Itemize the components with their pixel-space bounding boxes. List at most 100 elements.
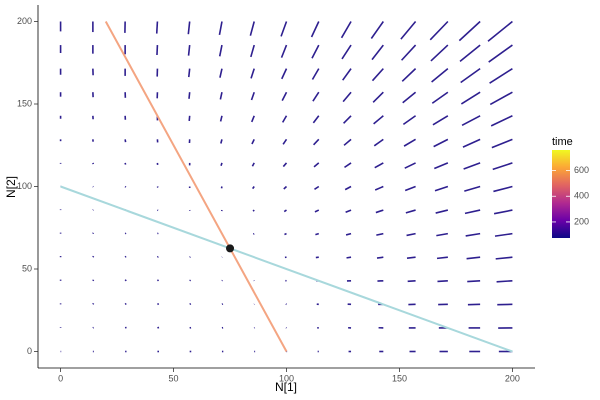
vector-segment <box>464 185 481 192</box>
vector-segment <box>219 92 223 100</box>
vector-segment <box>92 279 95 282</box>
vector-segment <box>283 209 287 213</box>
isocline <box>104 21 288 352</box>
vector-segment <box>431 68 449 83</box>
vector-segment <box>252 209 255 212</box>
vector-segment <box>156 279 160 282</box>
vector-segment <box>436 256 448 260</box>
vector-segment <box>342 68 352 81</box>
vector-segment <box>251 162 255 167</box>
vector-segment <box>467 279 481 283</box>
vector-segment <box>434 162 449 170</box>
vector-segment <box>250 91 255 101</box>
vector-segment <box>155 21 159 34</box>
vector-segment <box>312 115 320 124</box>
vector-segment <box>374 162 384 169</box>
vector-segment <box>432 115 449 126</box>
colorbar <box>552 150 570 238</box>
vector-segment <box>187 21 191 35</box>
vector-segment <box>251 139 255 145</box>
vector-segment <box>437 279 448 283</box>
vector-segment <box>402 91 417 104</box>
vector-segment <box>492 162 513 171</box>
vector-segment <box>124 302 127 306</box>
vector-segment <box>374 185 384 191</box>
vector-segment <box>458 20 481 42</box>
vector-segment <box>280 21 288 37</box>
vector-segment <box>430 44 449 62</box>
vector-segment <box>343 138 352 146</box>
vector-segment <box>402 115 417 126</box>
vector-segment <box>401 68 417 82</box>
y-axis-title: N[2] <box>4 176 18 198</box>
vector-segment <box>156 255 159 258</box>
y-tick-label: 0 <box>27 346 32 356</box>
vector-segment <box>281 68 288 80</box>
vector-segment <box>489 91 513 106</box>
vector-segment <box>92 255 95 258</box>
vector-segment <box>459 44 481 63</box>
vector-segment <box>342 91 352 103</box>
vector-segment <box>311 44 320 59</box>
vector-segment <box>435 209 449 214</box>
vector-segment <box>345 232 352 236</box>
vector-segment <box>283 185 288 190</box>
vector-segment <box>400 44 417 61</box>
vector-segment <box>124 185 127 188</box>
vector-segment <box>466 256 481 260</box>
vector-segment <box>187 68 191 78</box>
vector-segment <box>250 44 255 58</box>
vector-segment <box>157 302 160 306</box>
vector-segment <box>218 21 223 36</box>
vector-segment <box>493 185 513 193</box>
vector-segment <box>431 91 449 104</box>
vector-segment <box>436 232 449 237</box>
vector-segment <box>314 185 320 190</box>
vector-segment <box>311 68 320 80</box>
vector-segment <box>496 279 513 283</box>
vector-segment <box>406 256 416 260</box>
vector-segment <box>280 44 288 58</box>
vector-segment <box>124 279 127 282</box>
vector-segment <box>489 67 513 84</box>
vector-segment <box>491 138 513 149</box>
vector-segment <box>343 115 352 124</box>
vector-segment <box>281 115 288 123</box>
vector-segment <box>464 209 481 215</box>
vector-segment <box>404 162 416 169</box>
vector-segment <box>189 279 192 282</box>
vector-segment <box>346 256 352 259</box>
equilibrium-point <box>226 244 235 253</box>
vector-segment <box>282 162 288 168</box>
vector-segment <box>463 162 481 170</box>
vector-segment <box>433 138 449 148</box>
vector-segment <box>344 185 352 191</box>
vector-segment <box>340 21 352 39</box>
vector-segment <box>188 92 191 99</box>
vector-segment <box>92 302 95 305</box>
colorbar-label: 200 <box>574 216 589 226</box>
vector-segment <box>284 232 287 236</box>
vector-segment <box>249 21 255 36</box>
vector-segment <box>251 186 255 190</box>
vector-segment <box>371 68 384 82</box>
vector-segment <box>281 91 288 101</box>
vector-segment <box>404 185 416 192</box>
vector-segment <box>189 303 192 306</box>
vector-segment <box>187 44 191 56</box>
vector-segment <box>310 21 320 38</box>
isocline <box>60 185 513 353</box>
vector-segment <box>400 20 417 40</box>
vector-segment <box>313 138 320 146</box>
vector-segment <box>460 91 481 105</box>
vector-segment <box>487 20 513 42</box>
colorbar-label: 600 <box>574 165 589 175</box>
vector-segment <box>219 115 223 122</box>
vector-segment <box>219 68 223 78</box>
vector-segment <box>490 115 513 127</box>
y-tick-label: 50 <box>22 263 32 273</box>
vector-segment <box>405 209 416 214</box>
vector-segment <box>461 115 481 127</box>
x-tick-label: 150 <box>392 373 407 383</box>
